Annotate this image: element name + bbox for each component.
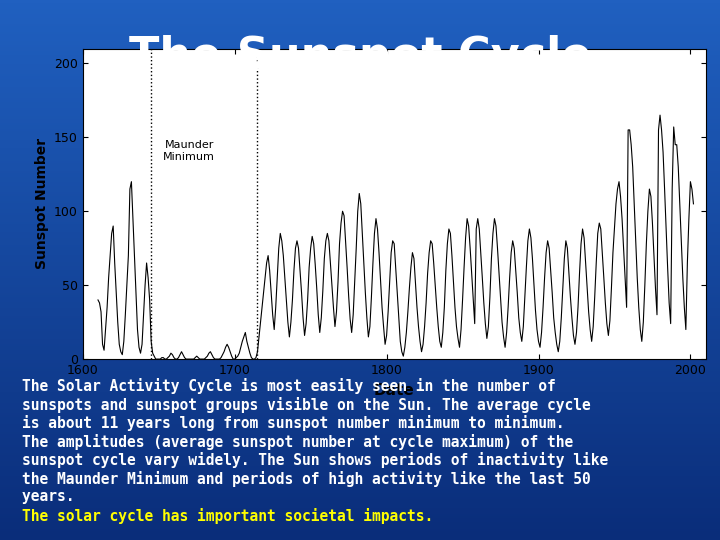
Text: The Sunspot Cycle: The Sunspot Cycle [129,35,591,78]
Text: The Solar Activity Cycle is most easily seen in the number of
sunspots and sunsp: The Solar Activity Cycle is most easily … [22,378,608,504]
X-axis label: Date: Date [374,382,415,397]
Text: The solar cycle has important societal impacts.: The solar cycle has important societal i… [22,508,433,524]
Y-axis label: Sunspot Number: Sunspot Number [35,138,48,269]
Text: Maunder
Minimum: Maunder Minimum [163,140,215,162]
